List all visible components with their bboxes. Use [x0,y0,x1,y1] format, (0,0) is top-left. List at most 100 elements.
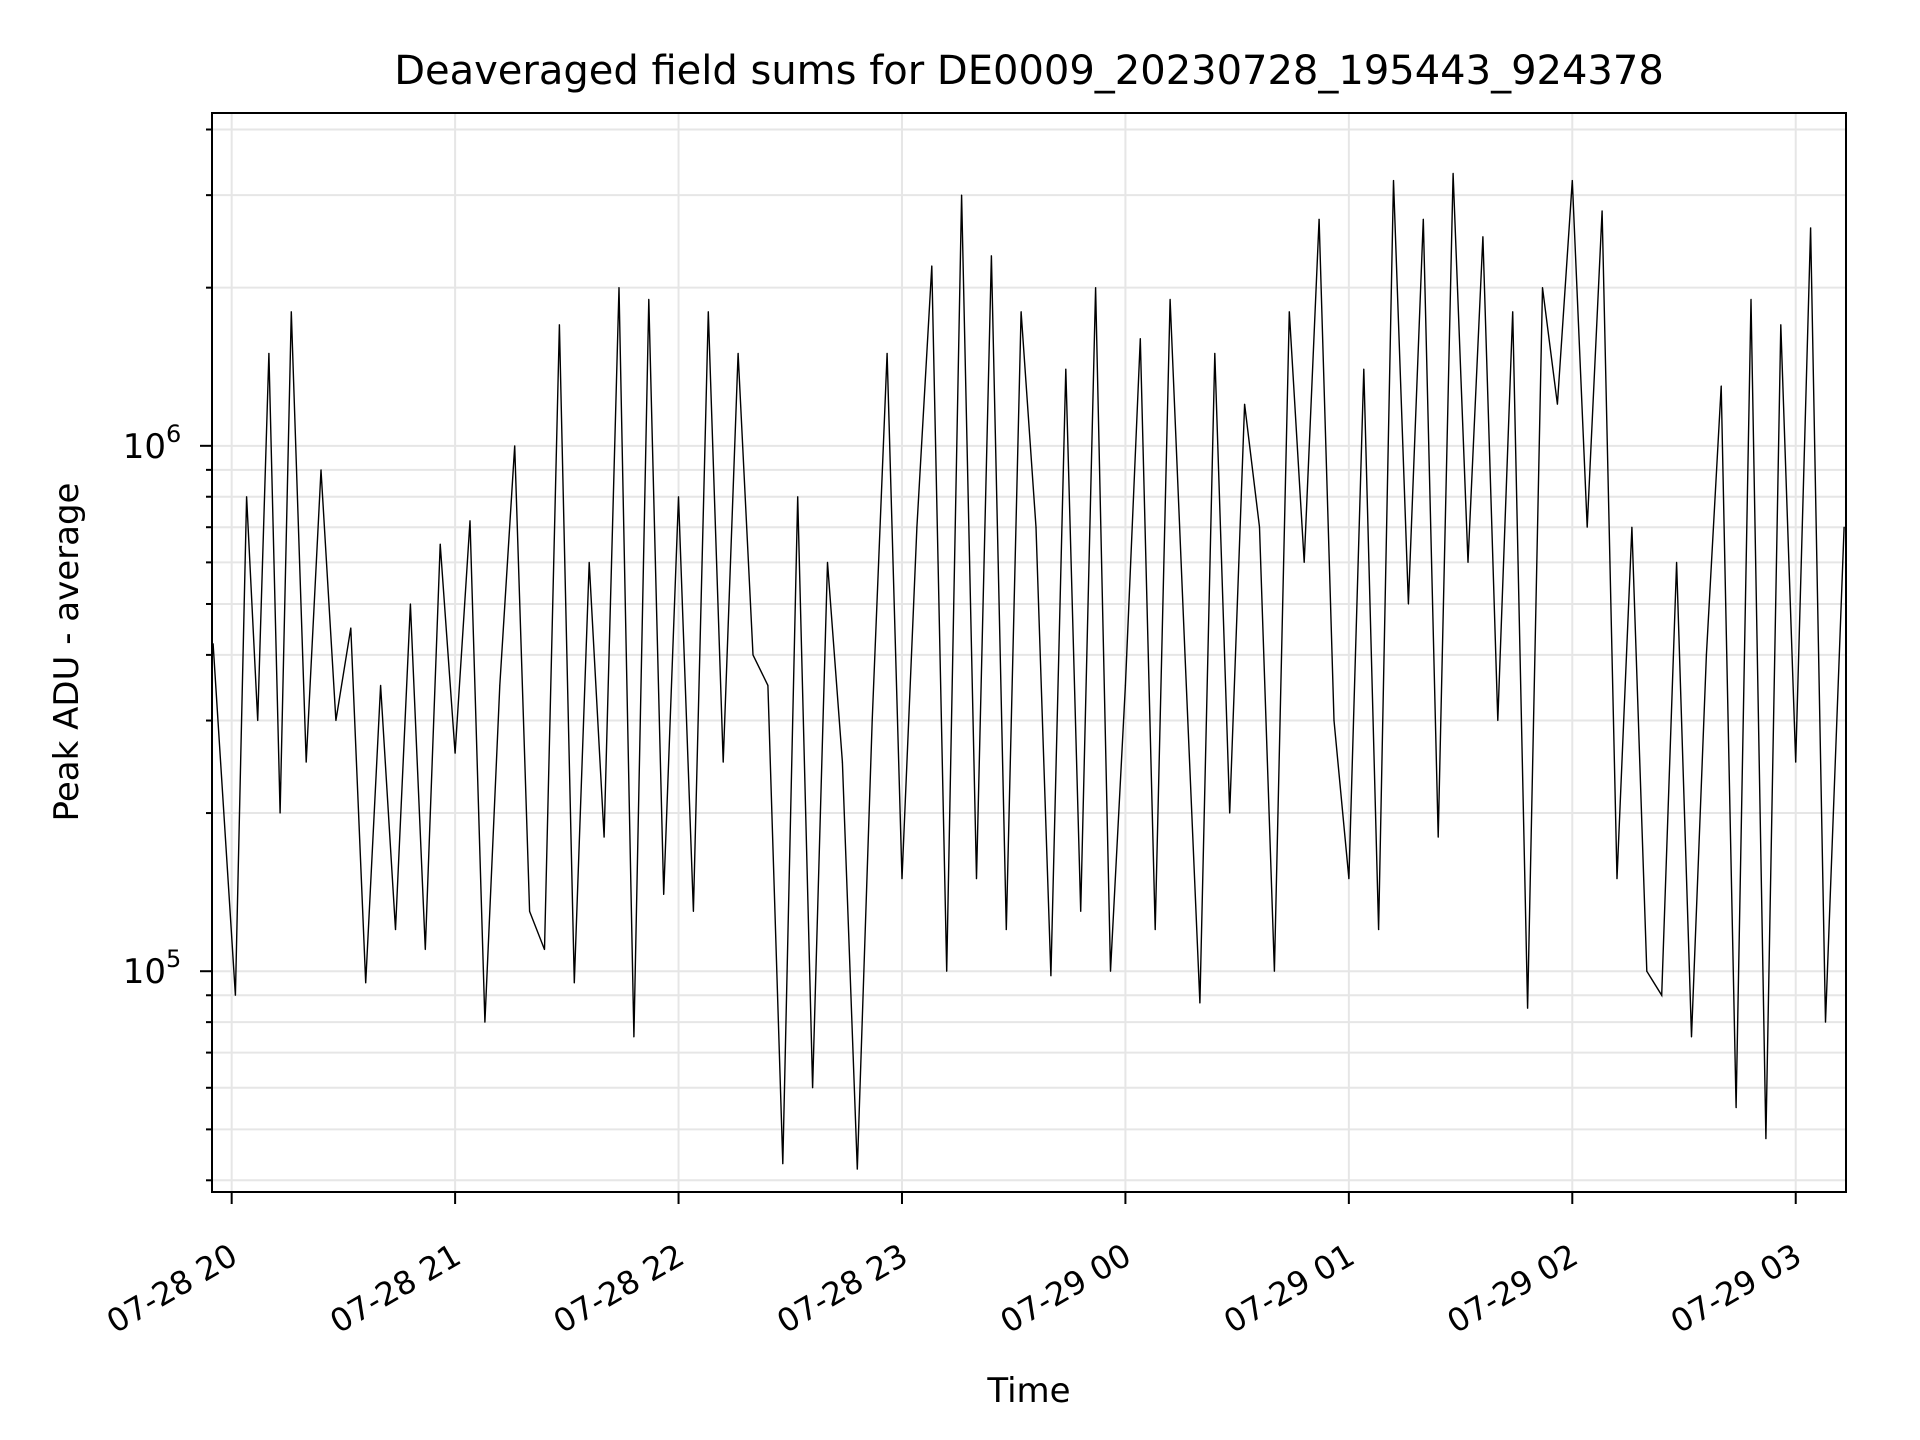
data-point [812,1087,814,1089]
data-point [1065,368,1067,370]
data-point [1095,287,1097,289]
data-point [409,603,412,605]
data-point [1184,654,1186,656]
data-point [1795,761,1797,763]
data-point [767,684,769,686]
data-point [722,761,724,763]
data-point [1050,975,1052,977]
data-point [1392,179,1395,182]
data-point [1407,603,1410,605]
data-point [871,719,873,722]
data-point [1601,210,1603,212]
data-point [1527,1007,1529,1009]
y-tick-label: 105 [123,945,182,992]
data-point [782,1163,784,1165]
data-point [268,352,270,354]
y-tick-base: 10 [123,952,166,992]
data-point [1035,526,1037,528]
y-tick-exponent: 5 [166,945,181,973]
data-point [1169,298,1171,300]
data-point [1780,324,1782,326]
data-point [633,1036,635,1038]
data-point [1720,385,1722,387]
data-point [737,352,739,354]
data-point [394,929,397,931]
data-point [1080,910,1082,912]
data-point [469,520,471,522]
y-tick-exponent: 6 [166,420,181,448]
data-point [826,561,829,563]
data-point [588,561,590,563]
data-point [797,496,799,498]
data-point [1333,719,1335,722]
data-point [1661,994,1663,996]
data-point [1571,179,1573,182]
data-point [528,910,531,912]
y-tick-base: 10 [123,427,166,467]
data-point [279,812,281,814]
x-axis-label: Time [986,1371,1070,1411]
data-point [1288,311,1290,313]
data-point [856,1168,858,1170]
data-point [1824,1021,1827,1023]
plot-frame [211,112,1847,1193]
data-point [290,311,292,313]
data-point [663,893,665,896]
data-point [1199,1002,1201,1004]
data-point [1318,218,1320,220]
data-point [901,878,903,880]
data-point [365,982,367,984]
data-point [1229,812,1231,814]
data-point [335,719,337,722]
data-point [499,684,501,686]
data-point [1363,368,1365,370]
data-point [1214,352,1216,354]
data-point [1631,526,1633,528]
data-point [1675,561,1678,563]
data-point [603,836,605,838]
data-point [1616,878,1618,880]
data-point [1348,878,1350,880]
data-point [558,324,560,326]
data-point [573,982,575,984]
data-point [707,311,709,313]
data-point [1273,970,1275,972]
data-point [960,194,963,196]
data-point [946,970,948,972]
data-point [990,255,992,257]
data-point [1452,172,1454,174]
data-point [320,469,322,471]
data-point [305,761,307,763]
data-point [752,654,754,656]
data-point [543,948,546,951]
data-point [1154,929,1156,931]
data-point [1139,337,1141,340]
data-point [1020,311,1022,313]
data-point [1541,287,1544,289]
data-point [648,298,650,300]
data-point [1258,526,1261,528]
data-point [257,719,259,722]
data-point [245,496,248,498]
data-point [234,994,236,996]
data-point [1646,970,1648,972]
plot-area [212,172,1845,1170]
data-point [350,627,352,629]
y-axis-label: Peak ADU - average [47,483,87,822]
data-point [1843,526,1845,528]
data-point [1556,403,1558,405]
chart-title: Deaveraged field sums for DE0009_2023072… [394,48,1664,94]
data-point [1512,311,1514,313]
data-point [1735,1107,1737,1109]
data-point [1765,1138,1767,1140]
data-point [1810,227,1812,229]
data-point [1750,298,1752,300]
data-point [975,878,978,880]
data-point [424,948,426,951]
data-point [514,445,516,447]
data-point [886,352,888,354]
data-point [1437,836,1439,838]
data-point [1243,403,1246,405]
data-point [1109,970,1112,972]
